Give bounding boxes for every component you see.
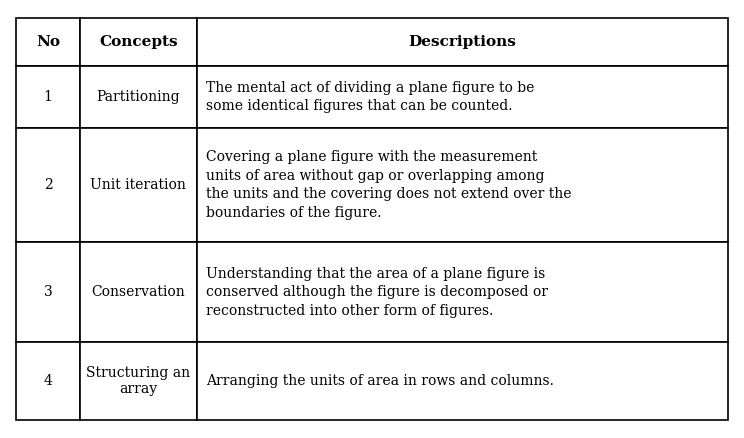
Text: Concepts: Concepts	[99, 35, 178, 49]
Bar	[80, 18, 197, 66]
Bar	[16, 342, 80, 420]
Bar	[197, 342, 728, 420]
Bar	[80, 342, 197, 420]
Text: 4: 4	[44, 374, 52, 388]
Bar	[16, 18, 80, 66]
Text: Structuring an
array: Structuring an array	[86, 366, 190, 396]
Text: No: No	[36, 35, 60, 49]
Text: 3: 3	[44, 285, 52, 299]
Bar	[80, 242, 197, 342]
Text: Unit iteration: Unit iteration	[91, 178, 186, 192]
Bar	[80, 66, 197, 128]
Bar	[16, 128, 80, 242]
Bar	[80, 128, 197, 242]
Bar	[16, 242, 80, 342]
Bar	[197, 242, 728, 342]
Bar	[197, 18, 728, 66]
Text: 1: 1	[44, 90, 52, 104]
Bar	[197, 128, 728, 242]
Text: Arranging the units of area in rows and columns.: Arranging the units of area in rows and …	[206, 374, 554, 388]
Text: The mental act of dividing a plane figure to be
some identical figures that can : The mental act of dividing a plane figur…	[206, 81, 534, 113]
Bar	[197, 66, 728, 128]
Text: Understanding that the area of a plane figure is
conserved although the figure i: Understanding that the area of a plane f…	[206, 267, 548, 318]
Text: 2: 2	[44, 178, 52, 192]
Text: Covering a plane figure with the measurement
units of area without gap or overla: Covering a plane figure with the measure…	[206, 151, 571, 220]
Bar	[16, 66, 80, 128]
Text: Descriptions: Descriptions	[408, 35, 516, 49]
Text: Partitioning: Partitioning	[97, 90, 180, 104]
Text: Conservation: Conservation	[92, 285, 185, 299]
